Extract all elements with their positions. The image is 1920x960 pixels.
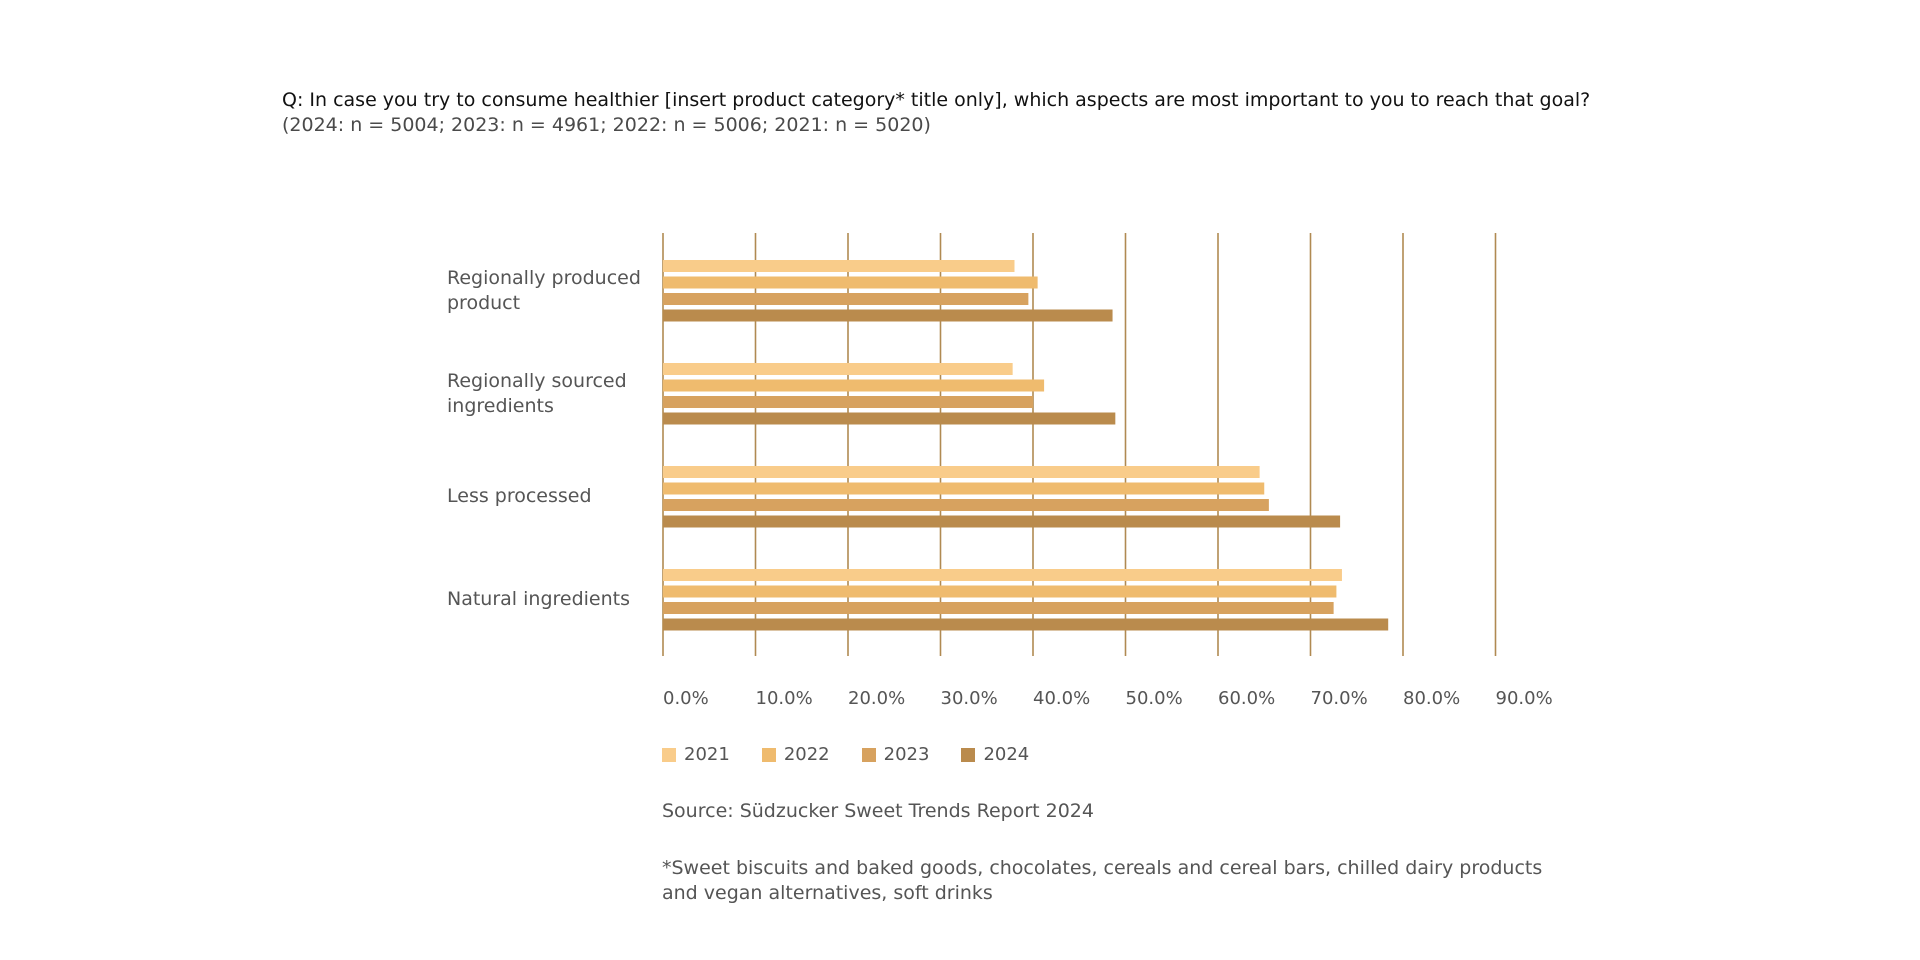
legend-swatch bbox=[961, 747, 976, 762]
legend-label: 2021 bbox=[684, 744, 730, 765]
x-tick-label: 0.0% bbox=[663, 688, 709, 709]
question-text: Q: In case you try to consume healthier … bbox=[282, 89, 1591, 111]
legend-label: 2024 bbox=[983, 744, 1030, 765]
bar-2023 bbox=[663, 396, 1033, 408]
x-tick-label: 70.0% bbox=[1310, 688, 1368, 709]
x-tick-label: 10.0% bbox=[755, 688, 813, 709]
bar-2021 bbox=[663, 569, 1342, 581]
legend: 2021 2022 2023 2024 bbox=[662, 744, 1061, 765]
bar-2023 bbox=[663, 499, 1269, 511]
bar-2024 bbox=[663, 618, 1389, 631]
legend-swatch bbox=[761, 747, 776, 762]
x-tick-label: 30.0% bbox=[940, 688, 998, 709]
legend-swatch bbox=[662, 747, 676, 762]
category-label: Natural ingredients bbox=[447, 588, 631, 610]
footnote: *Sweet biscuits and baked goods, chocola… bbox=[662, 857, 1543, 904]
bar-2022 bbox=[663, 585, 1337, 598]
legend-item-2024: 2024 bbox=[961, 744, 1029, 765]
x-tick-label: 40.0% bbox=[1033, 688, 1091, 709]
bar-2021 bbox=[663, 363, 1013, 375]
x-tick-label: 90.0% bbox=[1495, 688, 1553, 709]
sample-sizes: (2024: n = 5004; 2023: n = 4961; 2022: n… bbox=[282, 114, 931, 136]
legend-item-2022: 2022 bbox=[761, 744, 830, 765]
bar-2023 bbox=[663, 602, 1334, 614]
bar-2022 bbox=[663, 276, 1038, 289]
bar-2023 bbox=[663, 293, 1029, 305]
bar-2021 bbox=[663, 260, 1015, 272]
x-tick-label: 50.0% bbox=[1125, 688, 1183, 709]
category-label: Regionally sourced ingredients bbox=[447, 370, 627, 417]
category-label: Regionally produced product bbox=[447, 267, 641, 314]
bar-2024 bbox=[663, 412, 1116, 425]
category-label: Less processed bbox=[447, 485, 592, 507]
source-note: Source: Südzucker Sweet Trends Report 20… bbox=[662, 800, 1094, 822]
legend-item-2023: 2023 bbox=[861, 744, 930, 765]
x-tick-label: 80.0% bbox=[1403, 688, 1461, 709]
legend-label: 2022 bbox=[783, 744, 830, 765]
bar-2024 bbox=[663, 309, 1113, 322]
legend-label: 2023 bbox=[883, 744, 930, 765]
legend-item-2021: 2021 bbox=[662, 744, 730, 765]
x-tick-label: 60.0% bbox=[1218, 688, 1276, 709]
bar-2021 bbox=[663, 466, 1260, 478]
x-tick-label: 20.0% bbox=[848, 688, 906, 709]
legend-swatch bbox=[861, 747, 876, 762]
bar-2024 bbox=[663, 515, 1341, 528]
bar-2022 bbox=[663, 482, 1265, 495]
bar-2022 bbox=[663, 379, 1045, 392]
